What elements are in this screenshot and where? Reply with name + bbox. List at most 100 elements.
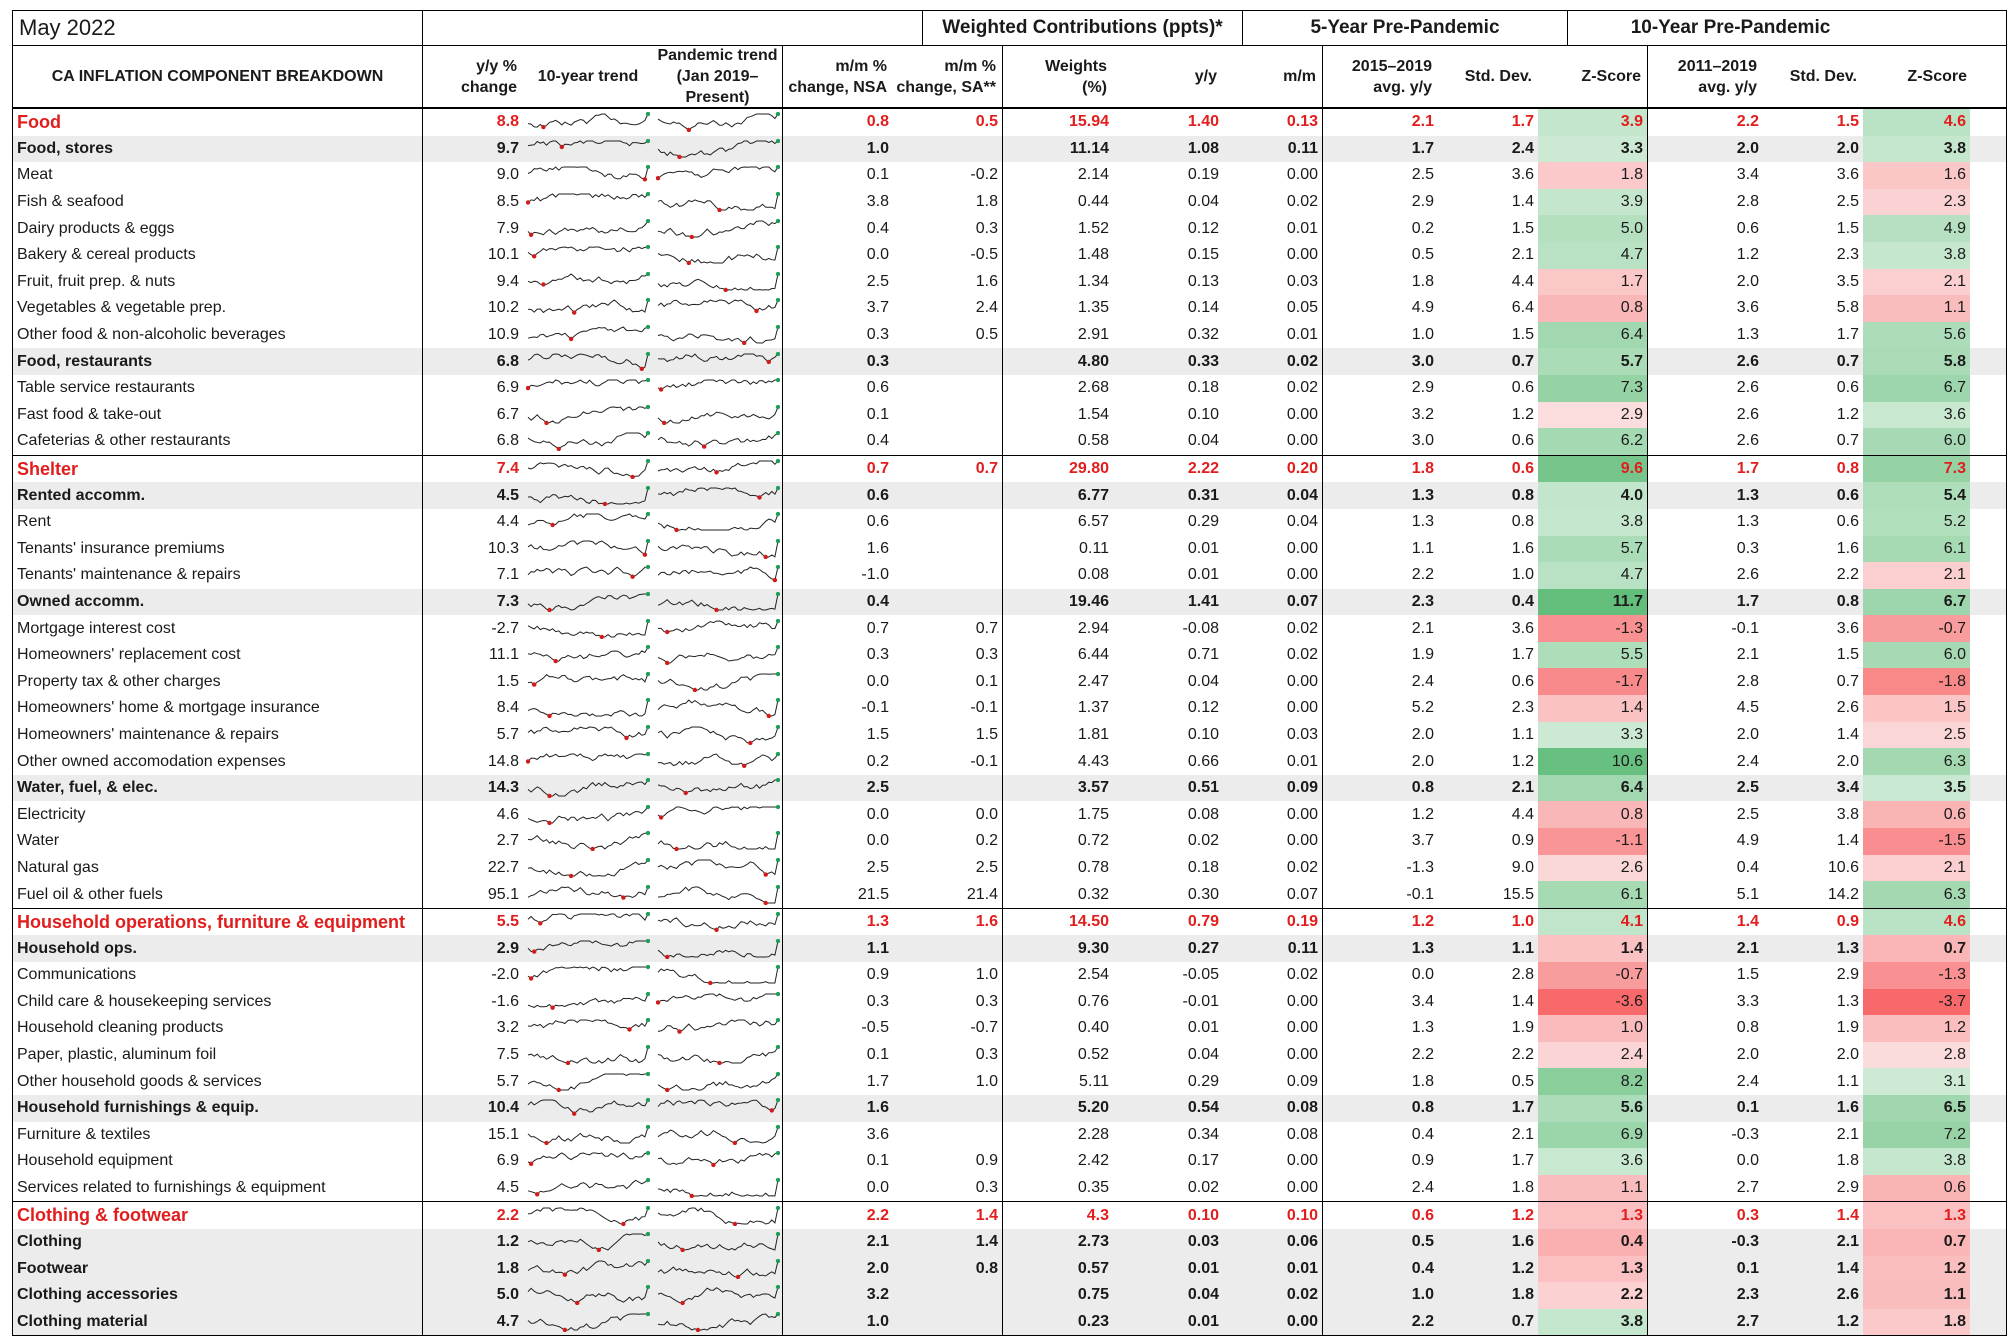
zscore-5yr-value: 1.7 <box>1620 272 1643 290</box>
stddev-10yr: 0.6 <box>1836 513 1859 531</box>
mm-change-sa: 0.9 <box>893 1148 1003 1175</box>
zscore-5yr: 4.7 <box>1538 241 1648 269</box>
zscore-10yr-value: 2.3 <box>1943 193 1966 211</box>
trend-low-marker <box>532 254 537 259</box>
trend-high-marker <box>645 1071 650 1076</box>
mm-change-sa: 2.5 <box>893 854 1003 882</box>
zscore-5yr: 6.9 <box>1538 1121 1648 1149</box>
trend-high-marker <box>775 1178 780 1183</box>
zscore-10yr-value: 2.8 <box>1943 1046 1966 1064</box>
pandemic-trend-chart <box>657 485 780 500</box>
row-name: Footwear <box>13 1255 423 1283</box>
contrib-mm: 0.00 <box>1223 828 1323 855</box>
avg-5yr: 0.4 <box>1411 1125 1434 1143</box>
trend-low-marker <box>692 687 697 692</box>
trend-high-marker <box>775 1098 780 1103</box>
row-name: Rented accomm. <box>13 482 423 509</box>
zscore-10yr: 2.3 <box>1863 188 1970 216</box>
weight: 4.43 <box>1077 752 1109 770</box>
pandemic-trend-sparkline <box>653 455 783 483</box>
ten-year-trend-chart <box>527 1232 650 1253</box>
pandemic-trend-sparkline <box>653 348 783 375</box>
stddev-5yr: 1.9 <box>1511 1019 1534 1037</box>
trend-line <box>527 379 649 389</box>
group-header-row: May 2022 Weighted Contributions (ppts)* … <box>12 10 2007 46</box>
mm-change-sa <box>893 482 1003 509</box>
row-name: Household operations, furniture & equipm… <box>13 908 423 936</box>
pandemic-trend-sparkline <box>653 801 783 829</box>
stddev-10yr: 2.3 <box>1836 246 1859 264</box>
pandemic-trend-chart <box>655 991 780 1005</box>
weight: 1.35 <box>1077 299 1109 317</box>
zscore-10yr: 3.1 <box>1863 1068 1970 1095</box>
ten-year-trend-sparkline <box>523 1095 653 1122</box>
trend-high-marker <box>775 325 780 330</box>
yy-change: 95.1 <box>487 885 519 903</box>
trend-line <box>657 166 778 180</box>
mm-change-nsa: 0.9 <box>866 966 889 984</box>
stddev-10yr: 2.5 <box>1836 193 1859 211</box>
zscore-10yr-value: 0.6 <box>1943 1179 1966 1197</box>
ten-year-trend-sparkline <box>523 1068 653 1095</box>
ten-year-trend-chart <box>527 1151 650 1167</box>
avg-5yr: 2.5 <box>1411 166 1434 184</box>
trend-high-marker <box>775 1312 780 1317</box>
ten-year-trend-chart <box>527 1258 650 1277</box>
zscore-5yr-value: 1.4 <box>1620 939 1643 957</box>
table-row: Clothing & footwear 2.2 2.2 1.4 4.3 0.10 0.10 0… <box>13 1201 2006 1229</box>
pandemic-trend-sparkline <box>653 535 783 563</box>
mm-change-sa: -0.5 <box>893 241 1003 269</box>
trend-low-marker <box>568 336 574 342</box>
ten-year-trend-sparkline <box>523 828 653 855</box>
ten-year-trend-sparkline <box>523 136 653 163</box>
mm-change-nsa: 0.0 <box>866 246 889 264</box>
zscore-5yr-value: 6.4 <box>1620 779 1643 797</box>
zscore-10yr-value: 5.8 <box>1943 352 1966 370</box>
table-row: Food 8.8 0.8 0.5 15.94 1.40 0.13 2.1 1.7 3.9 2.2 1.… <box>13 108 2006 136</box>
stddev-5yr: 2.2 <box>1511 1046 1534 1064</box>
contrib-yy: 1.08 <box>1187 139 1219 157</box>
avg-5yr: 2.2 <box>1411 1313 1434 1331</box>
trend-line <box>527 540 649 556</box>
stddev-5yr: 1.0 <box>1511 913 1534 931</box>
trend-line <box>657 752 778 766</box>
pandemic-trend-sparkline <box>653 695 783 722</box>
contrib-yy: 0.27 <box>1187 939 1219 957</box>
mm-change-sa: -0.1 <box>893 748 1003 775</box>
ten-year-trend-chart <box>527 1071 650 1092</box>
trend-high-marker <box>645 565 650 570</box>
trend-high-marker <box>775 778 780 783</box>
pandemic-trend-sparkline <box>653 268 783 296</box>
pandemic-trend-chart <box>657 1124 780 1145</box>
stddev-10yr: 2.9 <box>1836 1179 1859 1197</box>
zscore-5yr: 5.7 <box>1538 535 1648 563</box>
trend-line <box>527 460 649 478</box>
zscore-10yr: 1.8 <box>1863 1308 1970 1336</box>
weight: 1.54 <box>1077 405 1109 423</box>
pandemic-trend-chart <box>657 218 780 239</box>
ten-year-trend-sparkline <box>523 189 653 216</box>
pandemic-trend-sparkline <box>653 508 783 536</box>
trend-line <box>527 566 649 578</box>
trend-line <box>657 993 778 1003</box>
five-year-header: 5-Year Pre-Pandemic <box>1243 11 1568 45</box>
table-row: Mortgage interest cost -2.7 0.7 0.7 2.94 -0.0… <box>13 615 2006 642</box>
trend-high-marker <box>645 351 650 356</box>
mm-change-sa <box>893 588 1003 616</box>
avg-5yr: -1.3 <box>1406 858 1434 876</box>
col-mm-nsa-line1: m/m % <box>835 57 887 75</box>
pandemic-trend-sparkline <box>653 962 783 989</box>
mm-change-sa <box>893 428 1003 455</box>
ten-year-trend-sparkline <box>523 668 653 695</box>
pandemic-trend-sparkline <box>653 428 783 455</box>
avg-10yr: 1.3 <box>1736 513 1759 531</box>
ten-year-trend-sparkline <box>523 935 653 962</box>
weight: 2.28 <box>1077 1125 1109 1143</box>
trend-low-marker <box>710 1163 716 1168</box>
table-row: Tenants' insurance premiums 10.3 1.6 0.11 0.… <box>13 535 2006 563</box>
zscore-10yr-value: 1.2 <box>1943 1259 1966 1277</box>
trend-low-marker <box>676 1029 682 1035</box>
ten-year-trend-chart <box>527 778 650 799</box>
mm-change-sa: 0.3 <box>893 641 1003 669</box>
trend-line <box>657 220 778 238</box>
